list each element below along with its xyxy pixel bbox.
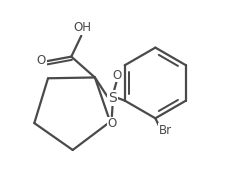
Text: O: O <box>37 54 46 67</box>
Text: O: O <box>112 69 122 82</box>
Text: S: S <box>108 91 117 105</box>
Text: O: O <box>107 117 116 130</box>
Text: OH: OH <box>73 22 91 34</box>
Text: Br: Br <box>158 124 172 137</box>
